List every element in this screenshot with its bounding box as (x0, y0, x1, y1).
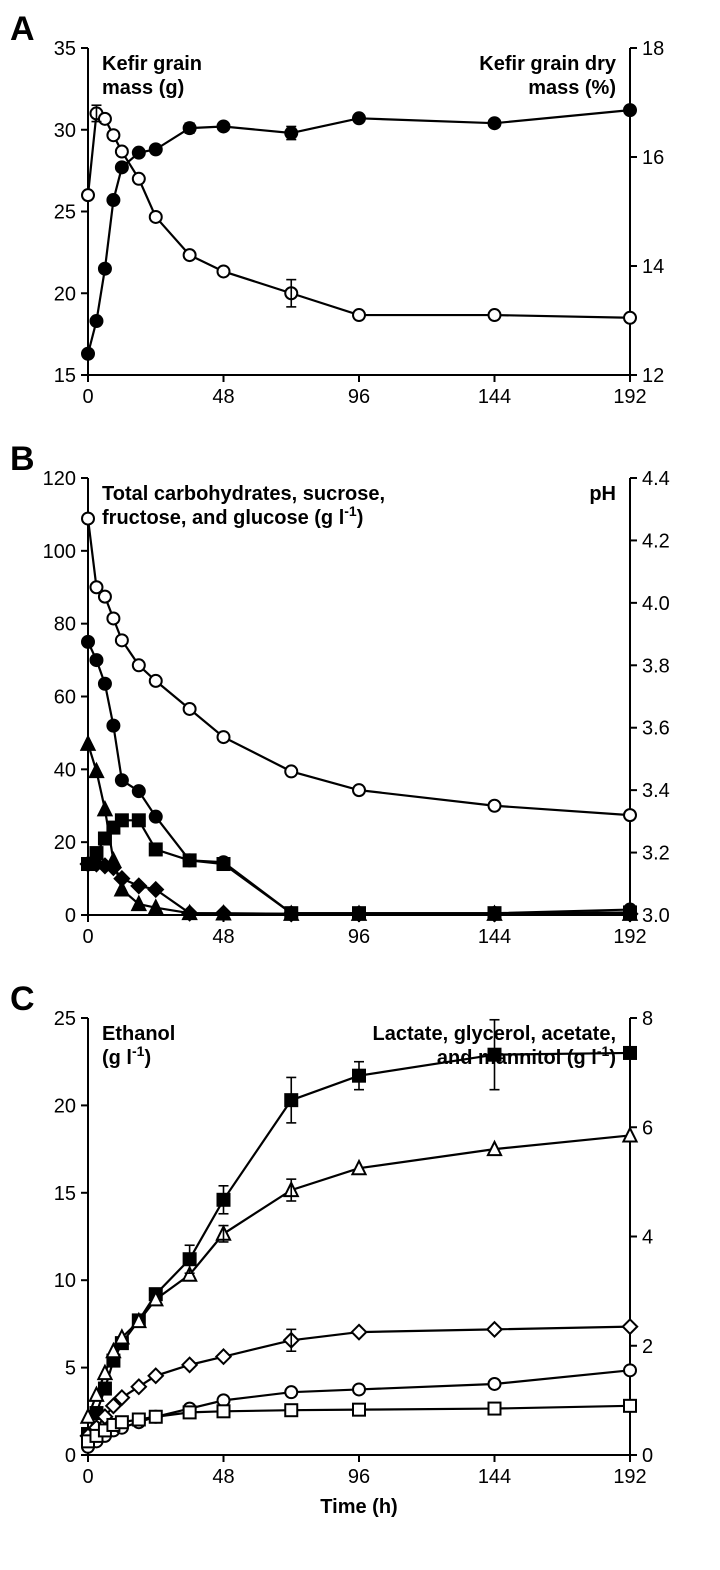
svg-text:mass (g): mass (g) (102, 77, 184, 99)
svg-text:12: 12 (642, 365, 664, 387)
svg-text:40: 40 (54, 759, 76, 781)
chart-b-svg: 0 48 96 144 192 0 20 40 60 80 100 120 3.0 3.2 3.4 3.6 3.… (10, 450, 710, 960)
figure-container: A 04896144192152025303512141618Kefir gra… (0, 0, 720, 1570)
panel-a: A 04896144192152025303512141618Kefir gra… (10, 20, 710, 420)
panel-letter-c: C (10, 980, 35, 1019)
svg-text:0: 0 (82, 1466, 93, 1488)
panel-b: B 048961441920204060801001203.03.23.43.6… (10, 450, 710, 960)
svg-text:mass (%): mass (%) (528, 77, 616, 99)
svg-text:20: 20 (54, 832, 76, 854)
svg-text:Time (h): Time (h) (320, 1496, 397, 1518)
svg-text:Ethanol: Ethanol (102, 1023, 175, 1045)
svg-text:Total carbohydrates, sucrose,: Total carbohydrates, sucrose, (102, 483, 385, 505)
panel-letter-a: A (10, 10, 35, 49)
svg-text:4.2: 4.2 (642, 530, 670, 552)
svg-text:192: 192 (613, 1466, 646, 1488)
svg-text:60: 60 (54, 687, 76, 709)
svg-text:30: 30 (54, 120, 76, 142)
svg-text:144: 144 (478, 386, 511, 408)
panel-letter-b: B (10, 440, 35, 479)
svg-text:0: 0 (642, 1445, 653, 1467)
svg-text:fructose, and glucose (g l-1): fructose, and glucose (g l-1) (102, 503, 363, 529)
svg-text:0: 0 (65, 1445, 76, 1467)
svg-text:8: 8 (642, 1008, 653, 1030)
svg-text:18: 18 (642, 38, 664, 60)
svg-text:35: 35 (54, 38, 76, 60)
svg-text:15: 15 (54, 1183, 76, 1205)
svg-text:0: 0 (82, 386, 93, 408)
svg-text:(g l-1): (g l-1) (102, 1043, 151, 1069)
svg-text:15: 15 (54, 365, 76, 387)
svg-text:14: 14 (642, 256, 664, 278)
chart-c-svg: 04896144192051015202502468Ethanol(g l-1)… (10, 990, 710, 1530)
svg-text:4: 4 (642, 1227, 653, 1249)
svg-text:48: 48 (212, 926, 234, 948)
svg-text:4.4: 4.4 (642, 468, 670, 490)
svg-text:192: 192 (613, 926, 646, 948)
svg-text:80: 80 (54, 614, 76, 636)
svg-text:25: 25 (54, 1008, 76, 1030)
svg-text:6: 6 (642, 1117, 653, 1139)
svg-text:3.2: 3.2 (642, 843, 670, 865)
svg-text:3.4: 3.4 (642, 780, 670, 802)
panel-c: C 04896144192051015202502468Ethanol(g l-… (10, 990, 710, 1530)
svg-text:0: 0 (65, 905, 76, 927)
svg-text:48: 48 (212, 386, 234, 408)
svg-text:120: 120 (43, 468, 76, 490)
svg-text:96: 96 (348, 1466, 370, 1488)
svg-text:2: 2 (642, 1336, 653, 1358)
svg-text:4.0: 4.0 (642, 593, 670, 615)
svg-text:Kefir grain: Kefir grain (102, 53, 202, 75)
chart-a-svg: 0 48 96 144 192 15 20 25 30 35 12 14 16 18 Kefir grain… (10, 20, 710, 420)
svg-text:144: 144 (478, 1466, 511, 1488)
svg-text:25: 25 (54, 202, 76, 224)
svg-text:3.8: 3.8 (642, 655, 670, 677)
svg-text:0: 0 (82, 926, 93, 948)
svg-text:5: 5 (65, 1358, 76, 1380)
svg-text:48: 48 (212, 1466, 234, 1488)
svg-text:16: 16 (642, 147, 664, 169)
svg-text:144: 144 (478, 926, 511, 948)
svg-text:Kefir grain dry: Kefir grain dry (479, 53, 617, 75)
svg-text:3.6: 3.6 (642, 718, 670, 740)
svg-text:10: 10 (54, 1270, 76, 1292)
svg-text:Lactate, glycerol, acetate,: Lactate, glycerol, acetate, (373, 1023, 616, 1045)
svg-text:3.0: 3.0 (642, 905, 670, 927)
svg-text:and mannitol (g l-1): and mannitol (g l-1) (437, 1043, 616, 1069)
svg-text:pH: pH (589, 483, 616, 505)
svg-text:20: 20 (54, 1095, 76, 1117)
svg-text:100: 100 (43, 541, 76, 563)
svg-text:192: 192 (613, 386, 646, 408)
svg-text:96: 96 (348, 386, 370, 408)
svg-text:96: 96 (348, 926, 370, 948)
svg-text:20: 20 (54, 283, 76, 305)
